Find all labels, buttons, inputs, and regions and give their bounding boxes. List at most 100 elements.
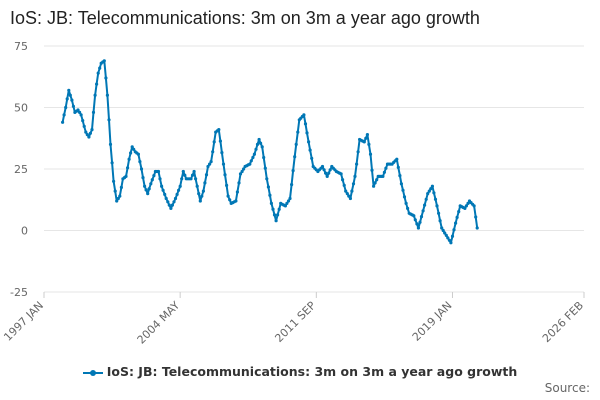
series-point[interactable] (217, 128, 221, 132)
series-point[interactable] (113, 189, 117, 193)
series-point[interactable] (350, 189, 354, 193)
series-point[interactable] (355, 162, 359, 166)
series-point[interactable] (223, 173, 227, 177)
series-point[interactable] (401, 188, 405, 192)
series-point[interactable] (206, 164, 210, 169)
series-point[interactable] (234, 199, 238, 203)
series-point[interactable] (283, 204, 287, 208)
series-point[interactable] (373, 181, 377, 185)
series-point[interactable] (146, 192, 150, 196)
series-point[interactable] (395, 157, 399, 161)
series-point[interactable] (64, 105, 68, 110)
series-point[interactable] (263, 166, 267, 170)
series-point[interactable] (242, 167, 246, 171)
series-point[interactable] (302, 113, 306, 117)
series-point[interactable] (441, 228, 445, 233)
series-point[interactable] (365, 133, 369, 137)
series-point[interactable] (175, 192, 179, 196)
series-point[interactable] (144, 188, 148, 192)
series-point[interactable] (421, 209, 425, 213)
series-point[interactable] (130, 145, 134, 149)
series-point[interactable] (325, 174, 329, 178)
series-point[interactable] (62, 113, 66, 117)
series-point[interactable] (254, 147, 258, 151)
series-point[interactable] (255, 142, 260, 146)
series-point[interactable] (190, 173, 195, 177)
series-point[interactable] (143, 184, 147, 188)
series-point[interactable] (419, 215, 424, 219)
series-point[interactable] (310, 156, 314, 160)
series-point[interactable] (167, 203, 171, 207)
series-point[interactable] (296, 130, 300, 134)
series-point[interactable] (446, 236, 450, 240)
series-point[interactable] (322, 168, 326, 172)
series-point[interactable] (266, 185, 270, 189)
series-point[interactable] (437, 211, 441, 215)
series-point[interactable] (166, 200, 170, 204)
series-point[interactable] (147, 187, 151, 191)
series-point[interactable] (384, 166, 388, 170)
series-point[interactable] (112, 179, 116, 183)
series-point[interactable] (265, 177, 269, 181)
series-point[interactable] (119, 185, 123, 189)
series-point[interactable] (136, 152, 140, 156)
series-point[interactable] (353, 174, 357, 178)
series-point[interactable] (212, 140, 216, 144)
series-point[interactable] (161, 188, 165, 192)
series-point[interactable] (204, 173, 209, 177)
series-point[interactable] (237, 181, 241, 185)
series-point[interactable] (160, 184, 164, 188)
series-point[interactable] (141, 176, 145, 180)
series-point[interactable] (163, 192, 167, 196)
series-point[interactable] (463, 206, 467, 210)
series-point[interactable] (466, 201, 470, 205)
series-point[interactable] (402, 195, 407, 199)
series-point[interactable] (339, 172, 343, 176)
series-point[interactable] (399, 182, 403, 186)
series-point[interactable] (98, 66, 102, 70)
series-point[interactable] (108, 142, 113, 146)
series-point[interactable] (290, 183, 294, 187)
series-point[interactable] (194, 177, 198, 181)
series-point[interactable] (438, 219, 442, 223)
series-point[interactable] (345, 192, 349, 196)
series-point[interactable] (412, 214, 416, 218)
series-point[interactable] (68, 93, 72, 97)
series-point[interactable] (327, 171, 331, 175)
series-point[interactable] (149, 182, 153, 186)
series-point[interactable] (430, 184, 434, 188)
series-point[interactable] (76, 108, 80, 112)
series-point[interactable] (291, 169, 295, 173)
series-point[interactable] (91, 110, 96, 114)
series-point[interactable] (415, 222, 419, 226)
series-point[interactable] (288, 196, 292, 201)
series-point[interactable] (364, 136, 368, 140)
series-point[interactable] (152, 174, 156, 178)
series-point[interactable] (274, 219, 278, 223)
series-point[interactable] (200, 194, 204, 198)
series-point[interactable] (79, 113, 83, 117)
series-point[interactable] (118, 194, 122, 198)
series-point[interactable] (429, 187, 433, 191)
series-point[interactable] (192, 169, 196, 174)
series-point[interactable] (78, 110, 82, 114)
series-point[interactable] (413, 218, 417, 222)
series-point[interactable] (342, 183, 346, 187)
series-point[interactable] (115, 199, 119, 203)
series-point[interactable] (181, 169, 185, 174)
series-point[interactable] (211, 150, 215, 154)
series-point[interactable] (88, 131, 92, 135)
series-point[interactable] (348, 196, 352, 201)
series-point[interactable] (367, 142, 371, 146)
series-point[interactable] (158, 177, 162, 181)
series-point[interactable] (81, 119, 85, 123)
series-point[interactable] (208, 162, 212, 166)
series-point[interactable] (180, 177, 184, 181)
series-point[interactable] (95, 82, 99, 86)
series-point[interactable] (251, 155, 255, 160)
series-point[interactable] (138, 160, 142, 164)
series-point[interactable] (372, 184, 376, 188)
series-point[interactable] (303, 122, 308, 126)
series-point[interactable] (472, 204, 476, 208)
series-point[interactable] (257, 137, 261, 142)
